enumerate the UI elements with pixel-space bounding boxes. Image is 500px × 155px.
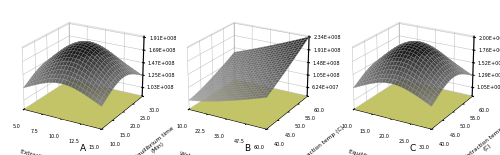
Text: C: C [410,144,416,153]
X-axis label: Equilibrium time
(Min): Equilibrium time (Min) [346,149,397,155]
Text: A: A [80,144,86,153]
Y-axis label: Extraction temp (C): Extraction temp (C) [296,125,345,155]
X-axis label: Water addition (%): Water addition (%) [179,151,234,155]
Y-axis label: Extraction temp
(C): Extraction temp (C) [464,126,500,155]
X-axis label: Extraction time
(Min): Extraction time (Min) [18,149,64,155]
Text: B: B [244,144,250,153]
Y-axis label: Equilibrium time
(Min): Equilibrium time (Min) [134,126,178,155]
